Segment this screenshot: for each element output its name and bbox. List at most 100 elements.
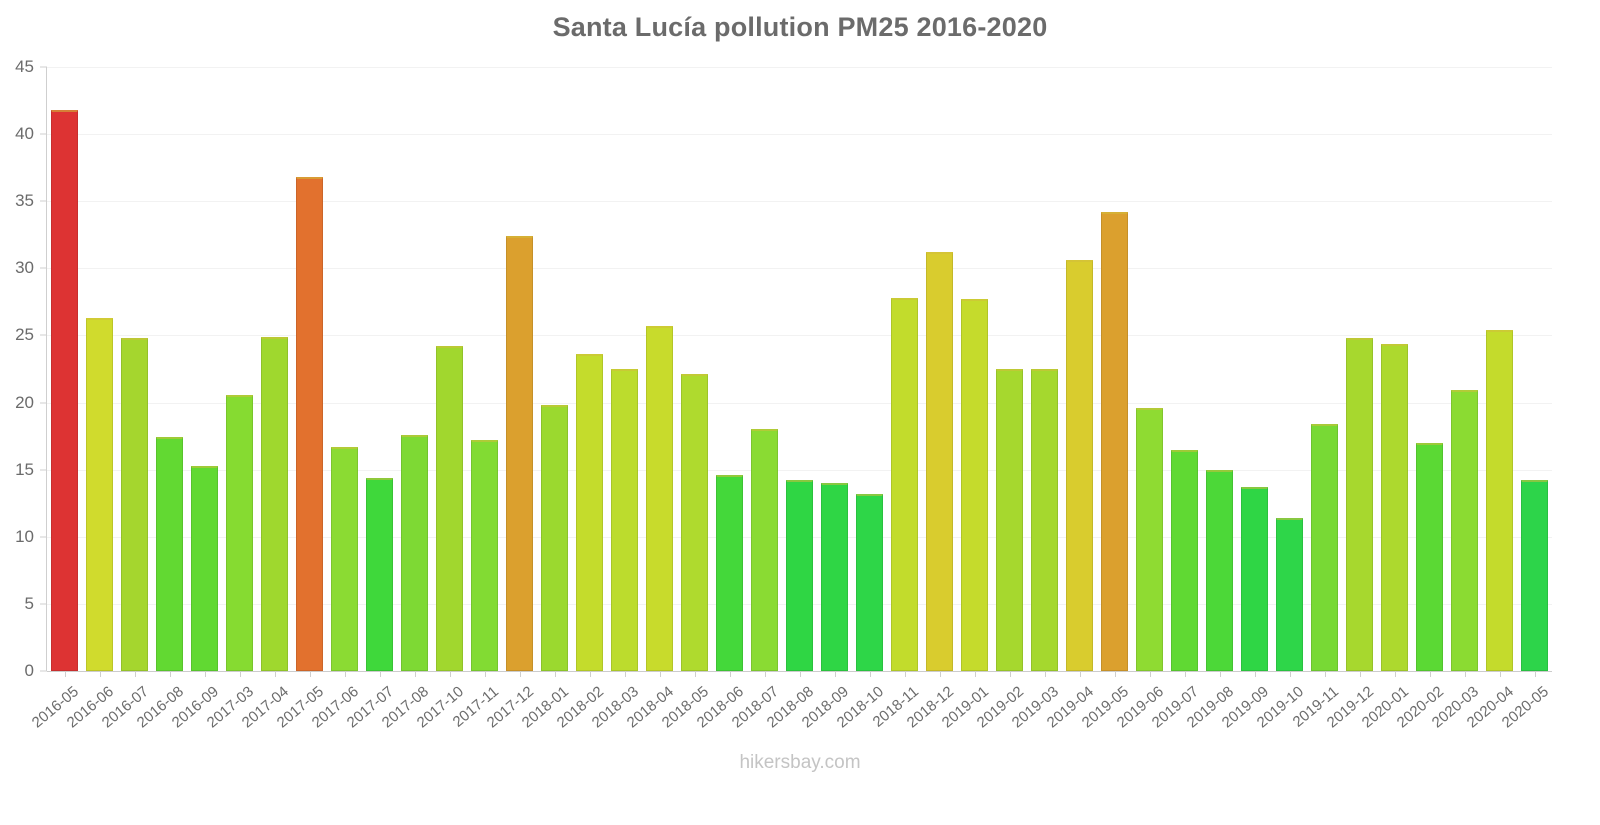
bar[interactable]: [1240, 487, 1269, 671]
y-axis-tick-mark: [40, 536, 47, 538]
x-axis-tick-mark: [904, 671, 906, 677]
x-axis-tick-mark: [834, 671, 836, 677]
x-axis-tick-mark: [764, 671, 766, 677]
bar[interactable]: [645, 326, 674, 671]
bar[interactable]: [435, 346, 464, 671]
x-axis-tick-mark: [64, 671, 66, 677]
gridline: [47, 67, 1552, 68]
x-axis-tick-mark: [1289, 671, 1291, 677]
bar[interactable]: [400, 434, 429, 671]
bar[interactable]: [1135, 407, 1164, 671]
y-axis-tick-label: 25: [15, 325, 34, 345]
x-axis-tick-mark: [799, 671, 801, 677]
x-axis-tick-mark: [484, 671, 486, 677]
bar[interactable]: [295, 177, 324, 671]
x-axis-tick-mark: [239, 671, 241, 677]
bar[interactable]: [610, 369, 639, 671]
x-axis-tick-mark: [134, 671, 136, 677]
x-axis-tick-mark: [659, 671, 661, 677]
gridline: [47, 469, 1552, 471]
bar[interactable]: [715, 475, 744, 671]
x-axis-tick-mark: [1184, 671, 1186, 677]
bar[interactable]: [85, 318, 114, 671]
x-axis-tick-mark: [519, 671, 521, 677]
y-axis-line: [46, 67, 47, 671]
x-axis-tick-mark: [694, 671, 696, 677]
bar[interactable]: [575, 354, 604, 671]
bar[interactable]: [1520, 480, 1549, 671]
bar[interactable]: [890, 297, 919, 671]
bar[interactable]: [1450, 390, 1479, 671]
y-axis-tick-mark: [40, 469, 47, 471]
bar[interactable]: [925, 252, 954, 671]
bar[interactable]: [1415, 442, 1444, 671]
bar[interactable]: [330, 446, 359, 671]
y-axis-tick-mark: [40, 603, 47, 605]
bar[interactable]: [1170, 449, 1199, 671]
x-axis-tick-mark: [204, 671, 206, 677]
x-axis-tick-mark: [1149, 671, 1151, 677]
y-axis-tick-label: 15: [15, 459, 34, 479]
x-axis-tick-mark: [344, 671, 346, 677]
x-axis-tick-mark: [99, 671, 101, 677]
y-axis-tick-label: 20: [15, 392, 34, 412]
x-axis-tick-mark: [1044, 671, 1046, 677]
gridline: [47, 268, 1552, 270]
y-axis-tick-label: 10: [15, 526, 34, 546]
gridline: [47, 201, 1552, 203]
bar[interactable]: [1205, 469, 1234, 671]
x-axis-tick-mark: [554, 671, 556, 677]
y-axis-tick-label: 40: [15, 124, 34, 144]
x-axis-tick-mark: [1114, 671, 1116, 677]
x-axis-tick-mark: [1429, 671, 1431, 677]
y-axis-tick-mark: [40, 334, 47, 336]
x-axis-tick-mark: [309, 671, 311, 677]
bar[interactable]: [120, 338, 149, 671]
y-axis-tick-mark: [40, 402, 47, 404]
bar[interactable]: [470, 440, 499, 671]
bar[interactable]: [1065, 260, 1094, 671]
x-axis: 2016-05 2016-06 2016-07 2016-08 2016-09 2017-…: [28, 671, 1552, 791]
bar[interactable]: [1485, 330, 1514, 671]
gridline: [47, 335, 1552, 337]
y-axis-tick-label: 35: [15, 191, 34, 211]
bar[interactable]: [365, 477, 394, 671]
x-axis-tick-mark: [379, 671, 381, 677]
bar[interactable]: [1275, 518, 1304, 671]
y-axis-tick-mark: [40, 66, 47, 68]
bar[interactable]: [190, 465, 219, 671]
bar[interactable]: [540, 405, 569, 671]
bar[interactable]: [1345, 338, 1374, 671]
bar[interactable]: [855, 493, 884, 671]
x-axis-tick-mark: [1009, 671, 1011, 677]
x-axis-tick-mark: [1359, 671, 1361, 677]
bar[interactable]: [680, 374, 709, 671]
x-axis-tick-mark: [1394, 671, 1396, 677]
bar[interactable]: [1100, 211, 1129, 671]
y-axis-tick-mark: [40, 133, 47, 135]
bar[interactable]: [260, 336, 289, 671]
bar[interactable]: [155, 437, 184, 671]
x-axis-tick-mark: [974, 671, 976, 677]
bar[interactable]: [785, 480, 814, 671]
y-axis-tick-label: 45: [15, 57, 34, 76]
bar[interactable]: [225, 394, 254, 671]
bar[interactable]: [50, 109, 79, 671]
x-axis-tick-mark: [1254, 671, 1256, 677]
y-axis-tick-mark: [40, 267, 47, 269]
bar[interactable]: [1310, 424, 1339, 671]
bar[interactable]: [750, 429, 779, 671]
bar[interactable]: [1380, 343, 1409, 671]
bar[interactable]: [820, 483, 849, 671]
x-axis-tick-mark: [624, 671, 626, 677]
bar[interactable]: [505, 236, 534, 671]
x-axis-tick-mark: [1499, 671, 1501, 677]
x-axis-tick-mark: [1324, 671, 1326, 677]
y-axis-tick-mark: [40, 200, 47, 202]
y-axis-tick-mark: [40, 670, 47, 672]
x-axis-tick-mark: [939, 671, 941, 677]
gridline: [47, 134, 1552, 136]
bar[interactable]: [960, 299, 989, 671]
bar[interactable]: [1030, 369, 1059, 671]
bar[interactable]: [995, 369, 1024, 671]
